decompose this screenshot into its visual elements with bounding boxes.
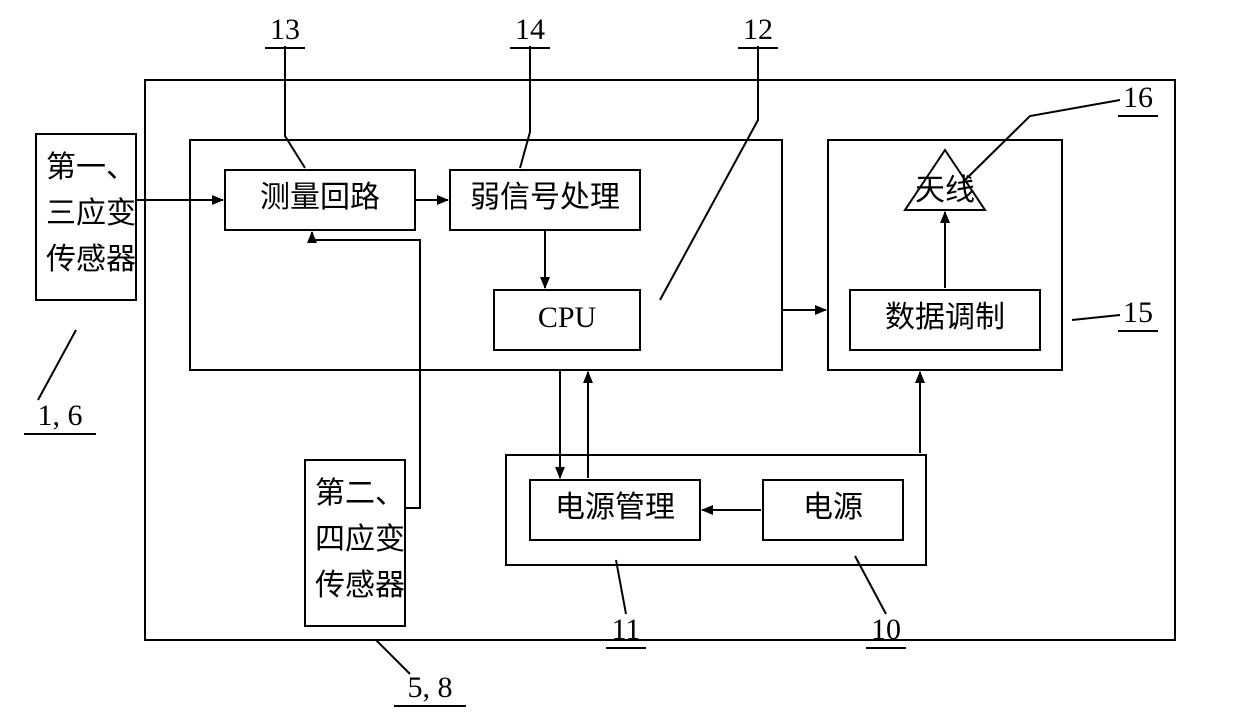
ref-n13: 13 — [270, 13, 300, 46]
sensor-1-3-l3: 传感器 — [46, 243, 136, 276]
ref-n14: 14 — [515, 13, 545, 46]
power-supply-label: 电源 — [803, 491, 863, 524]
block-diagram: 第一、三应变传感器第二、四应变传感器测量回路弱信号处理CPU电源管理电源数据调制… — [0, 0, 1240, 718]
leader-l1_6 — [38, 330, 76, 400]
sensor-5-8-l2: 四应变 — [315, 523, 405, 556]
ref-n15: 15 — [1123, 296, 1153, 329]
measure-loop-label: 测量回路 — [260, 181, 380, 214]
sensor-1-3-l2: 三应变 — [46, 197, 136, 230]
sensor-5-8-l1: 第二、 — [315, 477, 405, 510]
weak-signal-label: 弱信号处理 — [470, 181, 620, 214]
sensor-1-3-l1: 第一、 — [46, 151, 136, 184]
cpu-label: CPU — [538, 301, 597, 334]
ref-n12: 12 — [743, 13, 773, 46]
leader-l5_8 — [376, 640, 410, 674]
ref-n10: 10 — [871, 613, 901, 646]
ref-n1_6: 1, 6 — [38, 399, 83, 432]
ref-n5_8: 5, 8 — [408, 671, 453, 704]
ref-n16: 16 — [1123, 81, 1153, 114]
data-modulation-label: 数据调制 — [885, 301, 1005, 334]
ref-n11: 11 — [612, 613, 641, 646]
power-management-label: 电源管理 — [555, 491, 675, 524]
sensor-5-8-l3: 传感器 — [315, 569, 405, 602]
